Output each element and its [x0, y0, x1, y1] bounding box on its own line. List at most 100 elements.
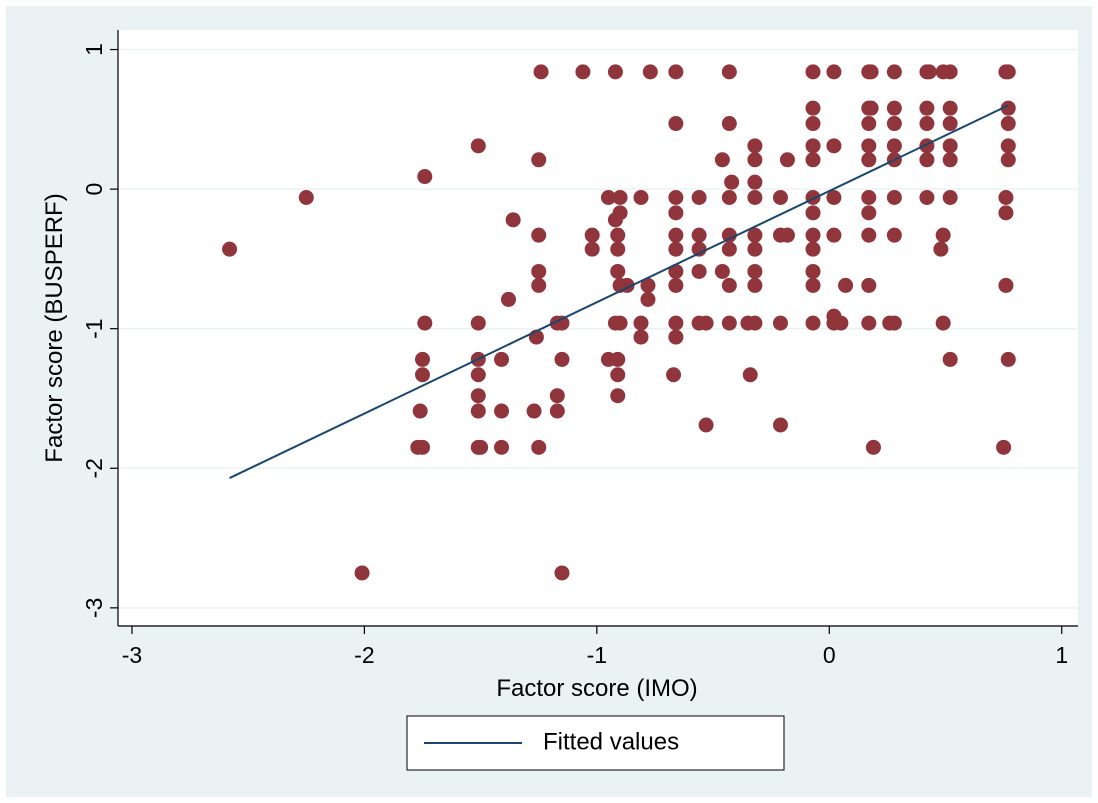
scatter-point [805, 116, 821, 132]
scatter-point [747, 174, 763, 190]
scatter-point [600, 189, 616, 205]
scatter-point [533, 64, 549, 80]
y-tick-label: -3 [81, 598, 107, 618]
scatter-point [747, 152, 763, 168]
scatter-point [417, 315, 433, 331]
scatter-point [863, 64, 879, 80]
y-tick-label: 0 [81, 183, 107, 196]
axes: -3 -2 -1 0 1 -3 -2 -1 0 1 [81, 30, 1078, 668]
scatter-point [584, 241, 600, 257]
scatter-point [610, 241, 626, 257]
scatter-point [772, 315, 788, 331]
scatter-point [607, 64, 623, 80]
scatter-point [805, 152, 821, 168]
scatter-point [826, 227, 842, 243]
scatter-point [470, 388, 486, 404]
scatter-point [610, 367, 626, 383]
y-tick-label: -2 [81, 458, 107, 478]
scatter-point [668, 227, 684, 243]
scatter-point [826, 64, 842, 80]
scatter-point [668, 116, 684, 132]
scatter-point [668, 205, 684, 221]
scatter-point [698, 417, 714, 433]
scatter-point [747, 227, 763, 243]
scatter-point [805, 241, 821, 257]
scatter-point [668, 263, 684, 279]
scatter-point [1000, 138, 1016, 154]
scatter-point [886, 138, 902, 154]
scatter-point [886, 227, 902, 243]
scatter-point [721, 277, 737, 293]
scatter-point [1000, 116, 1016, 132]
y-tick-label: 1 [81, 43, 107, 56]
scatter-point [668, 241, 684, 257]
scatter-point [691, 227, 707, 243]
scatter-point [642, 64, 658, 80]
scatter-point [742, 367, 758, 383]
scatter-point [354, 565, 370, 581]
legend: Fitted values [406, 715, 785, 771]
scatter-point [935, 315, 951, 331]
scatter-point [415, 351, 431, 367]
x-tick-label: 0 [823, 642, 836, 668]
scatter-point [721, 227, 737, 243]
scatter-point [531, 277, 547, 293]
scatter-point [494, 403, 510, 419]
scatter-point [531, 227, 547, 243]
scatter-point [494, 439, 510, 455]
y-tick-label: -1 [81, 318, 107, 338]
scatter-point [549, 388, 565, 404]
scatter-point [861, 116, 877, 132]
scatter-point [919, 152, 935, 168]
scatter-point [838, 277, 854, 293]
scatter-point [691, 241, 707, 257]
scatter-point [470, 315, 486, 331]
scatter-point [531, 263, 547, 279]
scatter-point [942, 189, 958, 205]
scatter-point [633, 329, 649, 345]
x-tick-label: -1 [587, 642, 607, 668]
scatter-point [607, 212, 623, 228]
scatter-point [721, 116, 737, 132]
scatter-point [826, 189, 842, 205]
scatter-point [1000, 152, 1016, 168]
scatter-point [747, 263, 763, 279]
x-tick-label: 1 [1055, 642, 1068, 668]
scatter-point [668, 329, 684, 345]
scatter-point [942, 100, 958, 116]
scatter-point [865, 439, 881, 455]
scatter-point [721, 189, 737, 205]
scatter-point [779, 227, 795, 243]
scatter-point [640, 277, 656, 293]
scatter-point [584, 227, 600, 243]
scatter-point [942, 351, 958, 367]
scatter-point [415, 367, 431, 383]
scatter-point [998, 189, 1014, 205]
x-tick-label: -2 [354, 642, 374, 668]
scatter-point [531, 439, 547, 455]
scatter-point [861, 315, 877, 331]
scatter-point [1000, 64, 1016, 80]
scatter-point [942, 152, 958, 168]
scatter-point [779, 152, 795, 168]
scatter-point [772, 417, 788, 433]
scatter-point [473, 439, 489, 455]
scatter-point [721, 241, 737, 257]
scatter-point [747, 138, 763, 154]
scatter-point [298, 189, 314, 205]
scatter-point [921, 64, 937, 80]
scatter-point [805, 100, 821, 116]
scatter-point [724, 174, 740, 190]
y-axis-title: Factor score (BUSPERF) [41, 193, 68, 462]
scatter-point [1000, 351, 1016, 367]
scatter-point [919, 189, 935, 205]
scatter-point [415, 439, 431, 455]
scatter-point [470, 403, 486, 419]
scatter-point [805, 189, 821, 205]
scatter-point [549, 403, 565, 419]
scatter-point [610, 227, 626, 243]
scatter-point [531, 152, 547, 168]
scatter-point [942, 116, 958, 132]
scatter-point [554, 315, 570, 331]
